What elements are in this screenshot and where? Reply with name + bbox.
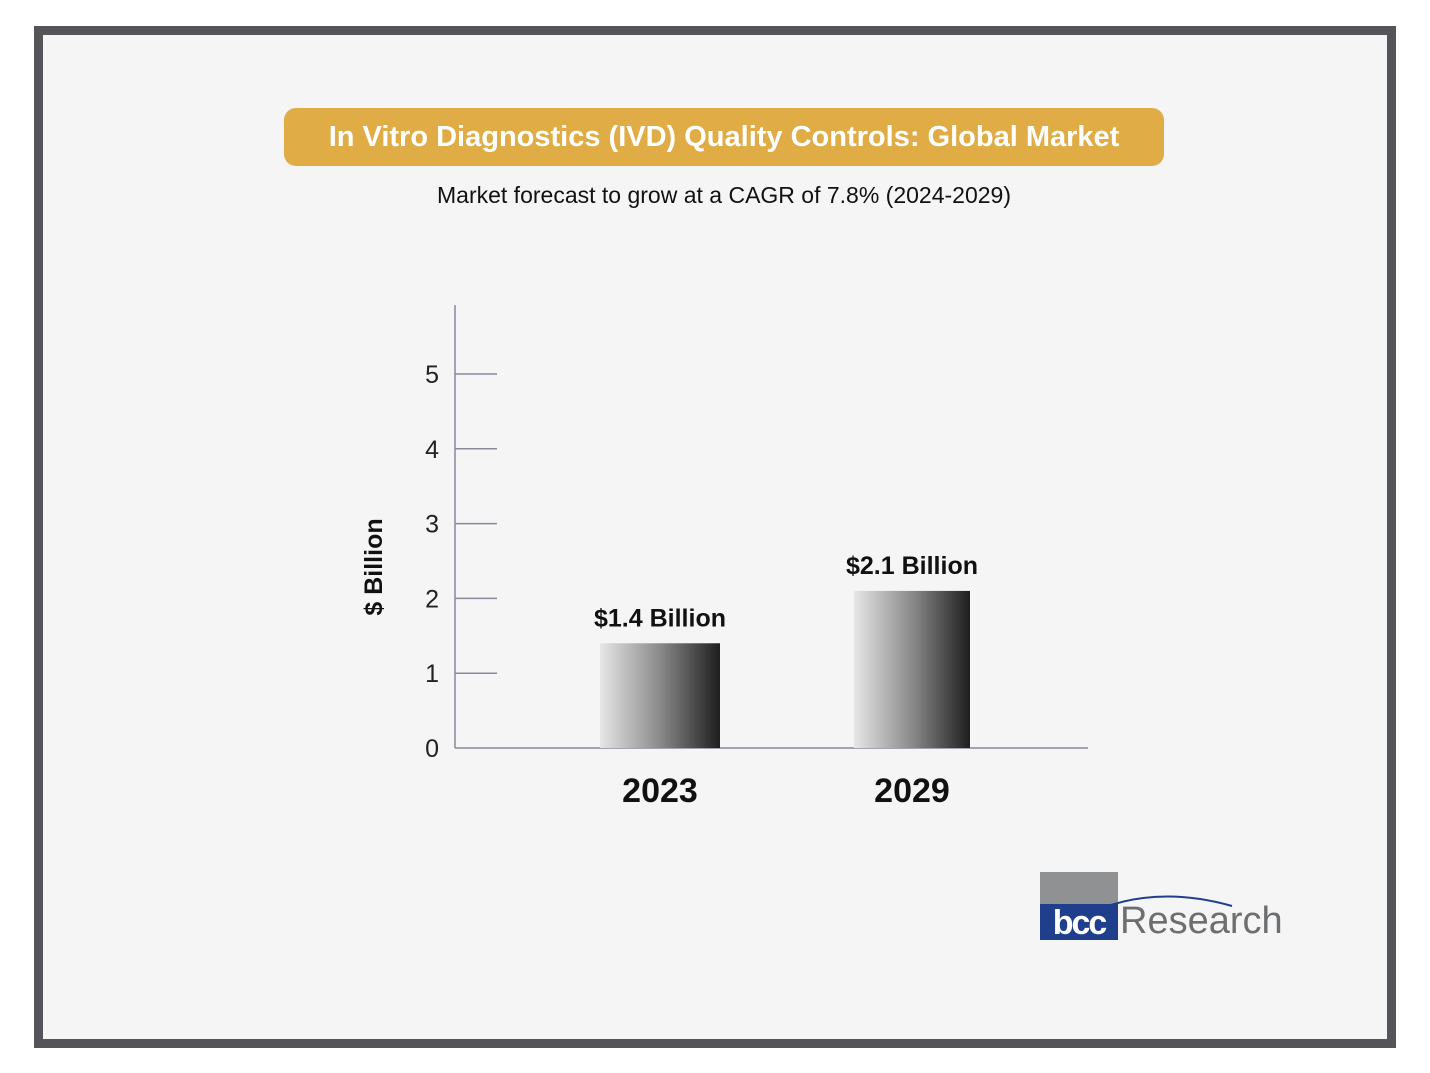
y-tick-label: 1 — [425, 660, 439, 688]
logo-mark: bcc — [1040, 904, 1118, 940]
data-label: $1.4 Billion — [594, 604, 726, 632]
y-axis-label: $ Billion — [360, 518, 388, 615]
bar-2023 — [600, 643, 720, 748]
y-tick-label: 2 — [425, 585, 439, 613]
chart-frame — [34, 26, 1396, 1048]
data-label: $2.1 Billion — [846, 552, 978, 580]
logo-swoosh-icon — [1102, 895, 1233, 909]
chart-title: In Vitro Diagnostics (IVD) Quality Contr… — [284, 108, 1164, 166]
logo-grey-block — [1040, 872, 1118, 904]
x-tick-label: 2023 — [622, 772, 698, 810]
y-tick-label: 4 — [425, 436, 439, 464]
y-tick-label: 3 — [425, 511, 439, 539]
y-tick-label: 0 — [425, 735, 439, 763]
bcc-research-logo: bcc Research — [1040, 872, 1283, 942]
x-tick-label: 2029 — [874, 772, 950, 810]
y-tick-label: 5 — [425, 361, 439, 389]
bar-2029 — [854, 590, 970, 748]
logo-word: Research — [1120, 900, 1283, 942]
chart-subtitle: Market forecast to grow at a CAGR of 7.8… — [437, 182, 1011, 208]
